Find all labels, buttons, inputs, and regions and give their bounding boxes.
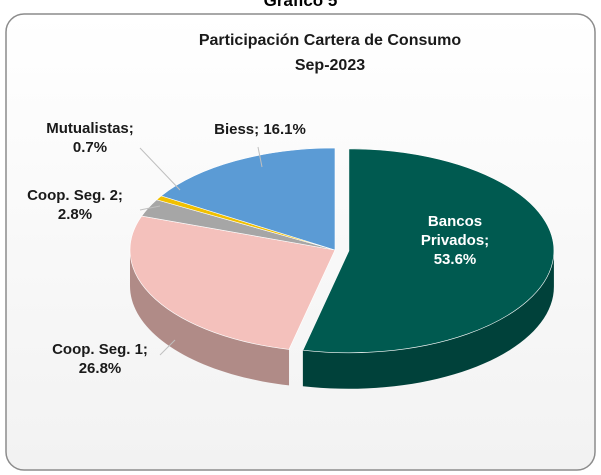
pie	[129, 147, 555, 389]
value-label: 0.7%	[72, 139, 108, 156]
data-label: Coop. Seg. 1; 26.8%	[20, 340, 180, 378]
slice-side	[302, 250, 554, 389]
slice	[302, 148, 555, 354]
value-label: 16.1%	[263, 121, 306, 138]
category-label: Biess;	[214, 121, 260, 138]
slice	[160, 147, 336, 251]
chart-title: Participación Cartera de Consumo	[198, 32, 462, 49]
data-label: Coop. Seg. 2; 2.8%	[5, 186, 145, 224]
leader-line	[159, 339, 176, 356]
slice-side	[130, 250, 290, 386]
value-label: 53.6%	[433, 251, 477, 268]
value-label: 26.8%	[78, 360, 122, 377]
leader-line	[139, 205, 161, 211]
chart-subtitle: Sep-2023	[294, 57, 366, 74]
heading: Gráfico 5	[263, 0, 338, 10]
category-label: Mutualistas;	[46, 120, 134, 137]
leader-lines	[139, 146, 263, 356]
value-label: 2.8%	[57, 206, 93, 223]
data-label: Mutualistas; 0.7%	[20, 119, 160, 157]
category-label: Coop. Seg. 1;	[52, 341, 148, 358]
leader-line	[139, 147, 181, 191]
data-label: Bancos Privados; 53.6%	[410, 212, 500, 269]
leader-line	[257, 146, 263, 168]
category-label: Bancos Privados;	[420, 213, 490, 249]
category-label: Coop. Seg. 2;	[27, 187, 123, 204]
data-label: Biess; 16.1%	[180, 120, 340, 139]
slice	[129, 215, 336, 350]
